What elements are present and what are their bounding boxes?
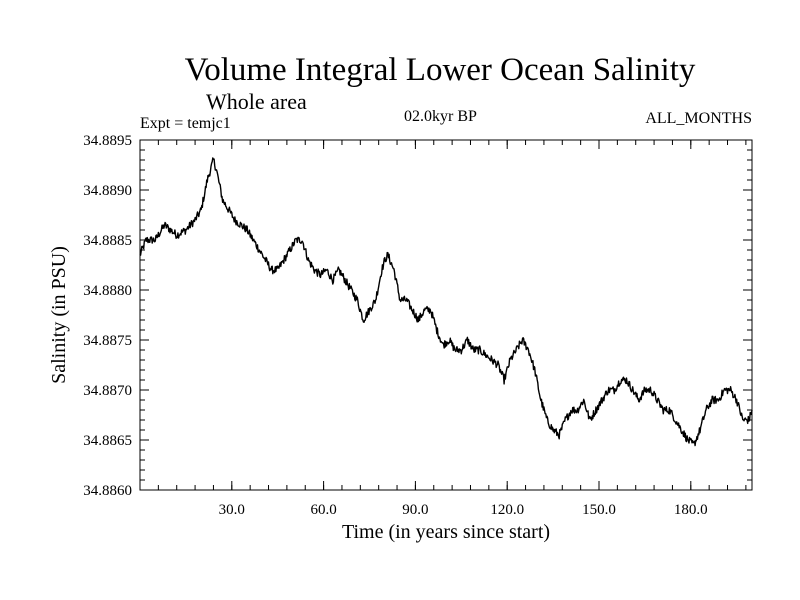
x-tick-label: 180.0 — [674, 502, 708, 518]
y-tick-label: 34.8885 — [83, 233, 132, 249]
axis-ticks — [139, 139, 752, 491]
period-label: 02.0kyr BP — [404, 108, 477, 125]
y-tick-label: 34.8875 — [83, 333, 132, 349]
months-label: ALL_MONTHS — [645, 110, 752, 127]
x-tick-label: 60.0 — [310, 502, 336, 518]
plot-frame — [139, 139, 753, 491]
x-tick-label: 120.0 — [490, 502, 524, 518]
y-tick-label: 34.8880 — [83, 283, 132, 299]
y-tick-labels: 34.8860 34.8865 34.8870 34.8875 34.8880 34.88… — [83, 133, 132, 499]
experiment-label: Expt = temjc1 — [140, 115, 231, 132]
y-tick-label: 34.8895 — [83, 133, 132, 149]
x-tick-labels: 30.0 60.0 90.0 120.0 150.0 180.0 — [219, 502, 708, 518]
y-tick-label: 34.8890 — [83, 183, 132, 199]
y-tick-label: 34.8860 — [83, 483, 132, 499]
x-tick-label: 90.0 — [402, 502, 428, 518]
chart-subtitle: Whole area — [206, 89, 307, 114]
chart-title: Volume Integral Lower Ocean Salinity — [184, 52, 696, 88]
salinity-series-line — [139, 157, 753, 447]
x-axis-label: Time (in years since start) — [342, 521, 550, 543]
x-tick-label: 150.0 — [582, 502, 616, 518]
y-axis-label: Salinity (in PSU) — [48, 246, 70, 384]
y-tick-label: 34.8870 — [83, 383, 132, 399]
y-tick-label: 34.8865 — [83, 433, 132, 449]
x-tick-label: 30.0 — [219, 502, 245, 518]
